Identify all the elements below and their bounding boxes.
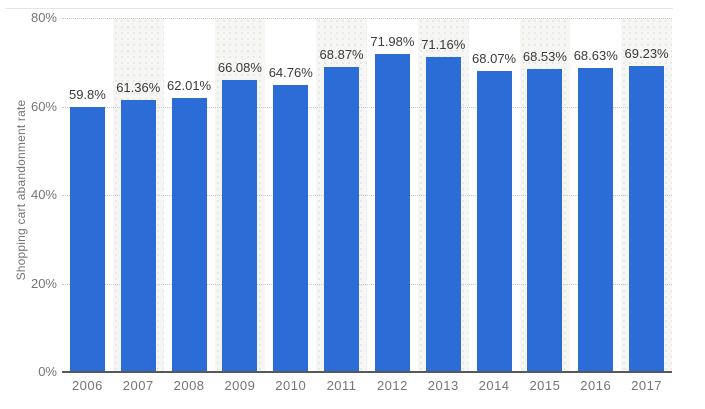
bar-2012[interactable] (374, 53, 410, 372)
y-tick-label-0: 0% (38, 364, 57, 379)
gridline-40 (62, 195, 672, 196)
bar-value-label-2010: 64.76% (268, 65, 313, 81)
x-tick-label-2013: 2013 (427, 378, 459, 393)
x-axis-line (62, 371, 672, 373)
bar-value-label-2008: 62.01% (167, 77, 212, 93)
gridline-20 (62, 283, 672, 285)
x-tick-label-2007: 2007 (122, 378, 154, 393)
bar-value-label-2015: 68.53% (522, 48, 567, 64)
y-tick-label-40: 40% (30, 187, 57, 202)
y-tick-label-60: 60% (30, 98, 57, 114)
bar-2016[interactable] (578, 68, 614, 372)
plot-area: 59.8% 61.36% 62.01% 66.08% 64.76% 68.87% 71.98… (62, 18, 672, 372)
bar-value-label-2009: 66.08% (217, 59, 262, 75)
bar-2009[interactable] (222, 79, 258, 372)
bar-value-label-2014: 68.07% (472, 50, 517, 66)
bar-2007[interactable] (120, 100, 156, 372)
bar-2017[interactable] (629, 65, 665, 372)
gridline-80 (62, 18, 672, 19)
gridline-60 (62, 106, 672, 108)
chart-top-divider (5, 8, 673, 9)
bar-value-label-2016: 68.63% (573, 48, 618, 64)
x-tick-label-2014: 2014 (478, 378, 510, 393)
bar-2006[interactable] (69, 107, 105, 372)
bar-value-label-2013: 71.16% (421, 37, 466, 53)
bar-value-label-2017: 69.23% (624, 45, 669, 61)
bar-value-label-2011: 68.87% (319, 47, 364, 63)
x-tick-label-2017: 2017 (631, 378, 663, 393)
x-tick-label-2008: 2008 (173, 378, 205, 393)
bar-value-label-2007: 61.36% (116, 80, 161, 96)
x-tick-label-2006: 2006 (71, 378, 103, 393)
bar-2010[interactable] (273, 85, 309, 372)
bar-2015[interactable] (527, 68, 563, 372)
bar-2011[interactable] (324, 67, 360, 372)
x-tick-label-2015: 2015 (529, 378, 561, 393)
bar-value-label-2006: 59.8% (68, 87, 106, 103)
x-tick-label-2011: 2011 (326, 378, 357, 393)
bar-value-label-2012: 71.98% (370, 33, 415, 49)
bar-2013[interactable] (425, 57, 461, 372)
x-tick-label-2010: 2010 (275, 378, 307, 393)
x-tick-label-2009: 2009 (224, 378, 256, 393)
y-tick-label-20: 20% (30, 275, 57, 291)
x-tick-label-2016: 2016 (580, 378, 612, 393)
x-tick-label-2012: 2012 (376, 378, 408, 393)
bar-2014[interactable] (476, 70, 512, 372)
bar-2008[interactable] (171, 97, 207, 372)
y-tick-label-80: 80% (30, 10, 57, 25)
